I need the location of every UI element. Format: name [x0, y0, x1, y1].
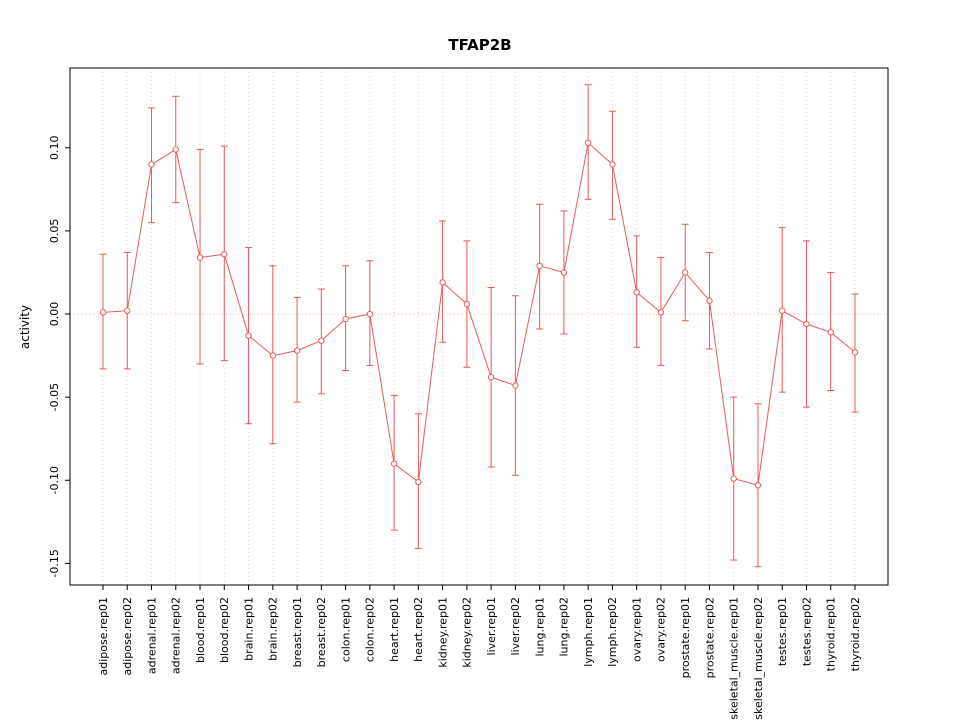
y-tick-label: -0.05 [48, 383, 61, 411]
x-tick-label: testes.rep02 [800, 597, 813, 666]
x-tick-label: adrenal.rep01 [145, 597, 158, 674]
y-tick-label: 0.00 [48, 302, 61, 327]
x-tick-label: skeletal_muscle.rep02 [752, 597, 765, 720]
x-tick-label: heart.rep02 [412, 597, 425, 662]
x-tick-label: lung.rep01 [533, 597, 546, 657]
x-tick-label: breast.rep02 [315, 597, 328, 667]
x-tick-label: heart.rep01 [388, 597, 401, 662]
x-tick-label: thyroid.rep01 [825, 597, 838, 671]
chart-title: TFAP2B [448, 36, 512, 54]
x-tick-label: breast.rep01 [291, 597, 304, 667]
x-tick-label: kidney.rep01 [436, 597, 449, 668]
x-tick-label: lung.rep02 [558, 597, 571, 657]
x-tick-label: blood.rep01 [194, 597, 207, 663]
x-tick-label: liver.rep01 [485, 597, 498, 655]
x-tick-label: adipose.rep01 [97, 597, 110, 676]
y-tick-label: -0.15 [48, 549, 61, 577]
x-tick-label: lymph.rep01 [582, 597, 595, 667]
x-tick-label: kidney.rep02 [461, 597, 474, 668]
x-tick-label: prostate.rep02 [703, 597, 716, 678]
plot-border [69, 67, 889, 586]
y-tick-label: 0.05 [48, 219, 61, 244]
x-tick-label: testes.rep01 [776, 597, 789, 666]
x-tick-label: blood.rep02 [218, 597, 231, 663]
x-tick-label: prostate.rep01 [679, 597, 692, 678]
y-tick-label: -0.10 [48, 466, 61, 494]
y-axis: -0.15 -0.10 -0.05 0.00 0.05 0.10 [48, 136, 70, 578]
x-tick-label: adipose.rep02 [121, 597, 134, 676]
x-tick-label: ovary.rep02 [655, 597, 668, 662]
data-points [99, 139, 859, 489]
series-line [102, 141, 856, 486]
y-tick-label: 0.10 [48, 136, 61, 161]
gridlines [102, 68, 856, 585]
x-tick-label: colon.rep01 [339, 597, 352, 662]
x-tick-label: adrenal.rep02 [170, 597, 183, 674]
x-tick-label: ovary.rep01 [630, 597, 643, 662]
x-tick-label: brain.rep02 [267, 597, 280, 661]
x-tick-label: thyroid.rep02 [849, 597, 862, 671]
x-tick-label: liver.rep02 [509, 597, 522, 655]
x-tick-label: brain.rep01 [242, 597, 255, 661]
x-axis: adipose.rep01 adipose.rep02 adrenal.rep01 a… [97, 585, 862, 720]
x-tick-label: lymph.rep02 [606, 597, 619, 667]
x-tick-label: skeletal_muscle.rep01 [728, 597, 741, 720]
error-bars [99, 84, 859, 568]
y-axis-title: activity [18, 304, 32, 350]
x-tick-label: colon.rep02 [364, 597, 377, 662]
